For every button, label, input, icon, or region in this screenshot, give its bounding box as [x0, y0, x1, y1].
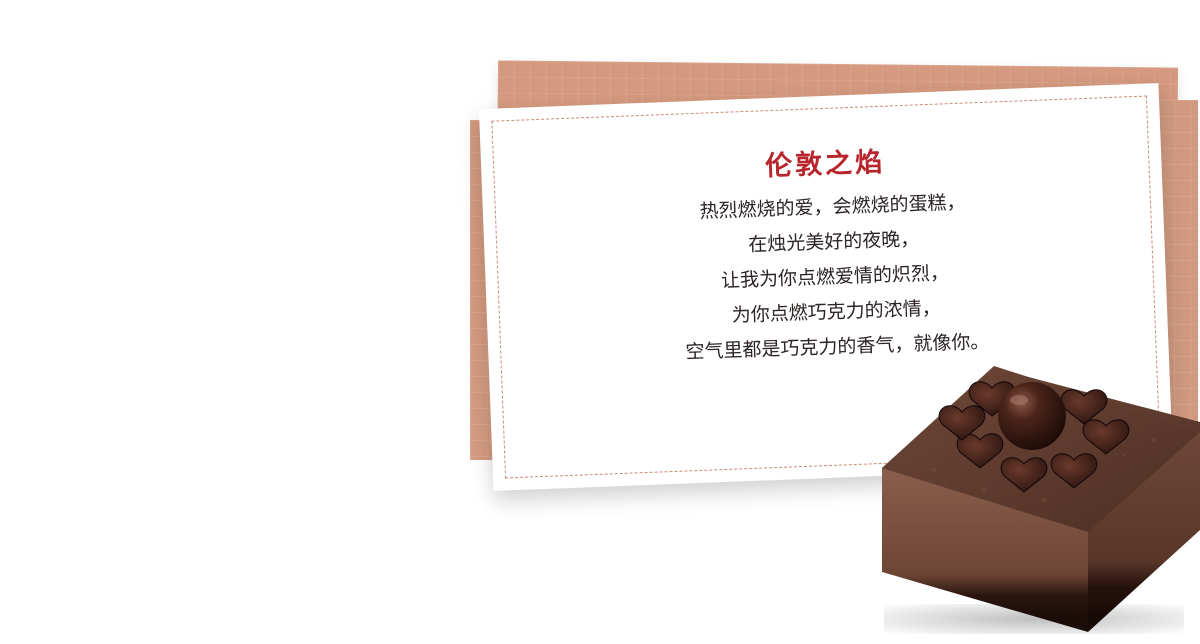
cake-illustration	[882, 366, 1200, 632]
cake-shadow	[884, 604, 1184, 634]
card-title: 伦敦之焰	[764, 146, 886, 183]
poem: 热烈燃烧的爱，会燃烧的蛋糕， 在烛光美好的夜晚， 让我为你点燃爱情的炽烈， 为你…	[617, 183, 1053, 373]
chocolate-cake-image	[874, 360, 1200, 640]
